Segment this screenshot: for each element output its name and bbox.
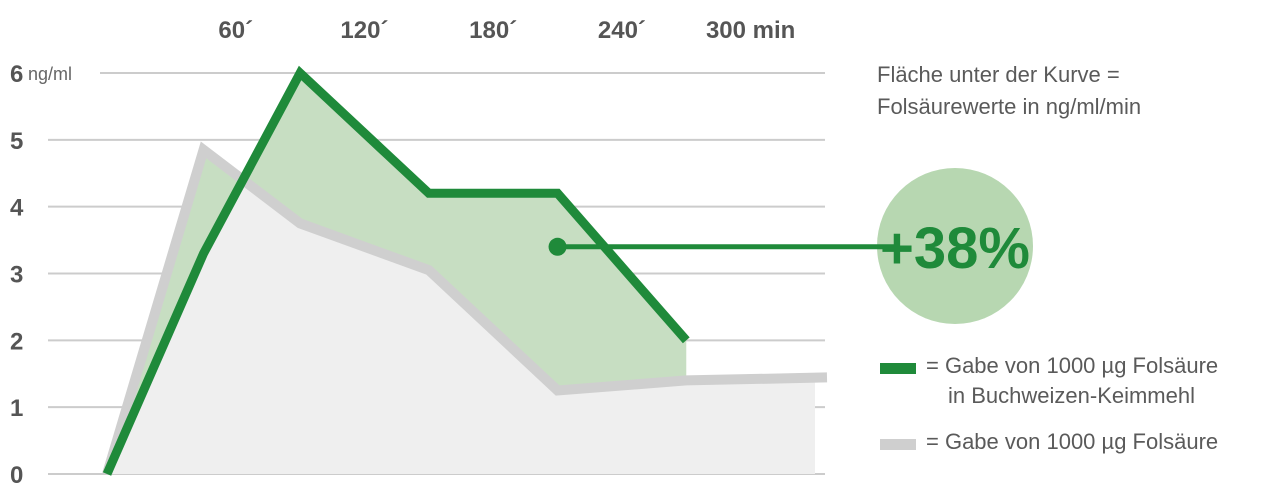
annotation-value: +38% xyxy=(880,216,1030,281)
x-tick-label: 180´ xyxy=(469,17,517,44)
area-grey xyxy=(107,149,815,474)
x-tick-label: 240´ xyxy=(598,17,646,44)
legend-label: in Buchweizen-Keimmehl xyxy=(948,383,1195,408)
y-axis-ticks: 0 1 2 3 4 5 6 ng/ml xyxy=(10,61,72,486)
y-tick-label: 0 xyxy=(10,462,23,486)
y-tick-label: 1 xyxy=(10,395,23,422)
annotation-dot xyxy=(548,237,567,256)
y-tick-label: 2 xyxy=(10,328,23,355)
note-line: Fläche unter der Kurve = xyxy=(877,62,1120,87)
x-tick-label: 300 min xyxy=(706,17,795,44)
legend-swatch xyxy=(880,363,916,374)
annotation-circle xyxy=(877,168,1033,324)
x-tick-label: 120´ xyxy=(340,17,388,44)
y-tick-label: 5 xyxy=(10,128,23,155)
y-tick-label: 4 xyxy=(10,195,24,222)
y-tick-label: 6 xyxy=(10,61,23,88)
y-tick-label: 3 xyxy=(10,262,23,289)
series-line-green xyxy=(102,65,690,476)
y-unit-label: ng/ml xyxy=(28,64,72,84)
legend-label: = Gabe von 1000 µg Folsäure xyxy=(926,353,1218,378)
legend: = Gabe von 1000 µg Folsäure in Buchweizen… xyxy=(880,353,1218,454)
x-axis-ticks: 60´ 120´ 180´ 240´ 300 min xyxy=(218,17,795,44)
percent-annotation: +38% xyxy=(548,168,1033,324)
series-line-grey xyxy=(102,141,828,476)
area-note: Fläche unter der Kurve = Folsäurewerte in… xyxy=(877,62,1141,119)
x-tick-label: 60´ xyxy=(218,17,253,44)
legend-swatch xyxy=(880,439,916,450)
note-line: Folsäurewerte in ng/ml/min xyxy=(877,94,1141,119)
series-lines xyxy=(102,65,828,476)
legend-label: = Gabe von 1000 µg Folsäure xyxy=(926,429,1218,454)
